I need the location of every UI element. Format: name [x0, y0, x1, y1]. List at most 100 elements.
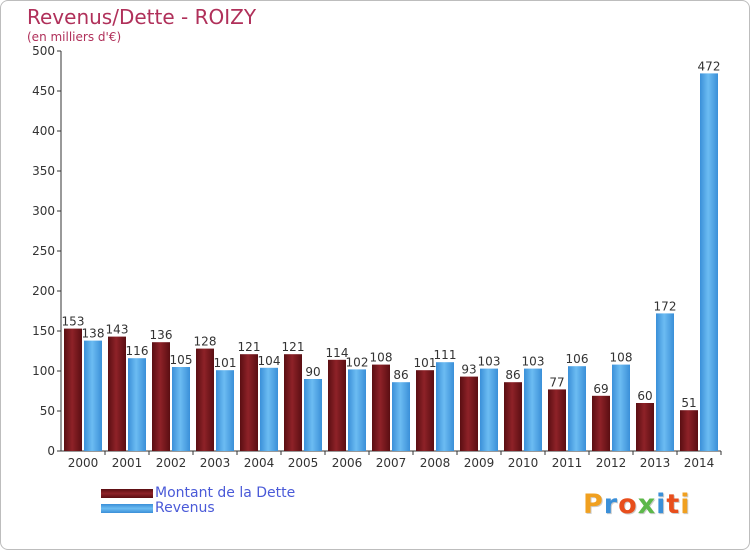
data-label-debt: 51 [681, 396, 696, 410]
bar-debt [108, 336, 126, 451]
data-label-debt: 69 [593, 382, 608, 396]
bar-debt [372, 364, 390, 451]
y-tick-label: 200 [32, 284, 55, 298]
y-tick-label: 450 [32, 84, 55, 98]
bar-debt [328, 359, 346, 451]
logo-letter: P [583, 489, 604, 520]
y-tick-label: 150 [32, 324, 55, 338]
x-tick-label: 2000 [68, 456, 99, 470]
data-label-debt: 121 [238, 340, 261, 354]
x-tick-label: 2011 [552, 456, 583, 470]
x-tick-label: 2007 [376, 456, 407, 470]
bar-revenue [568, 366, 586, 451]
data-label-revenue: 103 [522, 355, 545, 369]
x-tick-label: 2013 [640, 456, 671, 470]
data-label-debt: 143 [106, 323, 129, 337]
data-label-revenue: 105 [170, 353, 193, 367]
bar-revenue [480, 368, 498, 451]
data-label-debt: 93 [461, 363, 476, 377]
data-label-revenue: 90 [305, 365, 320, 379]
legend-label-debt: Montant de la Dette [155, 485, 296, 501]
data-label-debt: 136 [150, 328, 173, 342]
x-tick-label: 2006 [332, 456, 363, 470]
x-tick-label: 2009 [464, 456, 495, 470]
bar-debt [548, 389, 566, 451]
bar-debt [152, 342, 170, 451]
x-tick-label: 2012 [596, 456, 627, 470]
x-tick-label: 2004 [244, 456, 275, 470]
data-label-debt: 121 [282, 340, 305, 354]
bar-revenue [392, 382, 410, 451]
axes: 0 50 100 150 200 250 300 350 400 450 500 2000 2001 20… [32, 44, 722, 470]
bar-debt [636, 403, 654, 451]
y-tick-label: 350 [32, 164, 55, 178]
data-label-revenue: 172 [654, 299, 677, 313]
logo-letter: r [603, 489, 619, 520]
bar-revenue [612, 364, 630, 451]
x-tick-label: 2001 [112, 456, 143, 470]
legend-swatch-debt [101, 489, 153, 498]
logo-letter: i [656, 489, 667, 520]
bar-revenue [84, 340, 102, 451]
data-label-revenue: 472 [698, 59, 721, 73]
data-label-revenue: 104 [258, 354, 281, 368]
logo-letter: i [680, 489, 691, 520]
legend-label-revenue: Revenus [155, 500, 215, 516]
data-label-debt: 153 [62, 315, 85, 329]
chart-title: Revenus/Dette - ROIZY [27, 5, 257, 29]
y-tick-label: 250 [32, 244, 55, 258]
data-label-debt: 114 [326, 346, 349, 360]
y-tick-label: 50 [40, 404, 55, 418]
bar-revenue [524, 368, 542, 451]
x-tick-label: 2002 [156, 456, 187, 470]
logo-letter: o [618, 489, 638, 520]
data-label-debt: 101 [414, 356, 437, 370]
x-tick-label: 2014 [684, 456, 715, 470]
y-tick-label: 400 [32, 124, 55, 138]
data-label-debt: 108 [370, 351, 393, 365]
data-label-debt: 77 [549, 375, 564, 389]
bar-revenue [128, 358, 146, 451]
data-label-revenue: 111 [434, 348, 457, 362]
bar-debt [196, 348, 214, 451]
y-tick-label: 300 [32, 204, 55, 218]
data-label-revenue: 103 [478, 355, 501, 369]
legend-swatch-revenue [101, 504, 153, 513]
data-label-debt: 86 [505, 368, 520, 382]
bar-revenue [260, 367, 278, 451]
proxiti-logo: Proxiti [583, 489, 691, 520]
bar-revenue [216, 370, 234, 451]
bar-debt [680, 410, 698, 451]
bar-debt [460, 376, 478, 451]
chart-subtitle: (en milliers d'€) [27, 30, 122, 44]
x-tick-label: 2008 [420, 456, 451, 470]
bar-revenue [348, 369, 366, 451]
logo-letter: t [666, 489, 681, 520]
y-tick-label: 100 [32, 364, 55, 378]
bar-revenue [700, 73, 718, 452]
data-label-revenue: 101 [214, 356, 237, 370]
data-label-revenue: 102 [346, 355, 369, 369]
bar-debt [64, 328, 82, 451]
data-label-debt: 60 [637, 389, 652, 403]
bar-revenue [304, 379, 322, 451]
bar-revenue [436, 362, 454, 451]
x-tick-label: 2005 [288, 456, 319, 470]
logo-letter: x [637, 489, 657, 520]
data-label-revenue: 116 [126, 344, 149, 358]
bar-debt [240, 354, 258, 451]
data-label-revenue: 138 [82, 327, 105, 341]
x-tick-label: 2003 [200, 456, 231, 470]
bar-debt [284, 354, 302, 451]
bar-revenue [656, 313, 674, 451]
y-tick-label: 500 [32, 44, 55, 58]
data-label-revenue: 86 [393, 368, 408, 382]
bar-debt [504, 382, 522, 451]
bar-debt [592, 395, 610, 451]
data-label-revenue: 106 [566, 352, 589, 366]
bars [64, 73, 718, 452]
data-label-debt: 128 [194, 335, 217, 349]
